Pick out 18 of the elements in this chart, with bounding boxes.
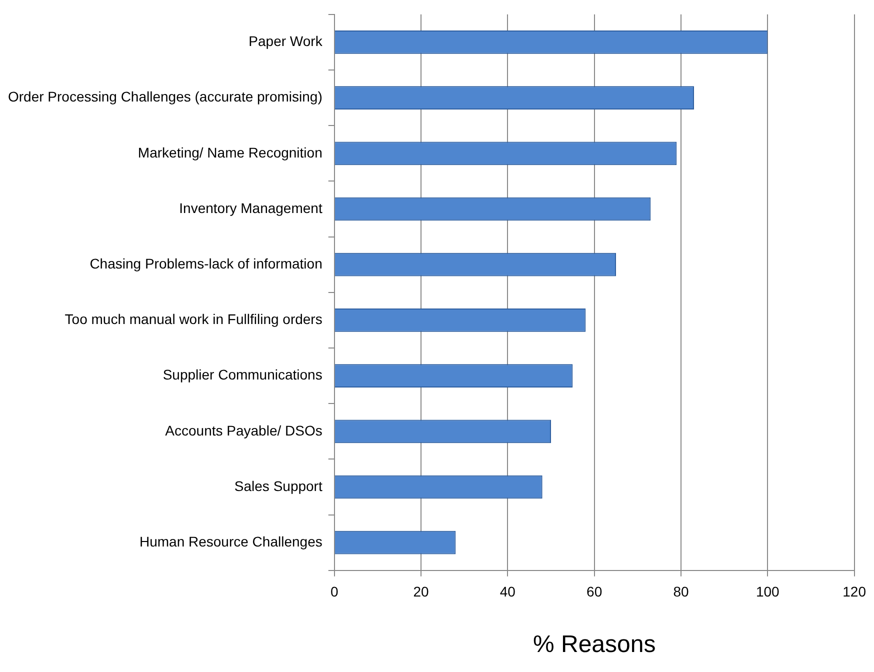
x-tick-label: 60 bbox=[586, 584, 602, 600]
y-tick-label: Paper Work bbox=[248, 33, 324, 50]
y-tick-label: Chasing Problems-lack of information bbox=[90, 255, 322, 272]
y-tick-label: Inventory Management bbox=[179, 200, 322, 216]
x-tick-label: 120 bbox=[842, 584, 866, 600]
y-tick-label: Too much manual work in Fullfiling orders bbox=[64, 311, 322, 328]
y-tick-label: Order Processing Challenges (accurate promising) bbox=[8, 88, 322, 105]
x-tick-label: 20 bbox=[413, 584, 430, 600]
y-tick-label: Accounts Payable/ DSOs bbox=[165, 422, 322, 438]
x-tick-label: 80 bbox=[673, 584, 689, 600]
x-tick-label: 0 bbox=[330, 584, 338, 600]
x-tick-label: 100 bbox=[756, 584, 780, 600]
y-tick-label: Sales Support bbox=[234, 478, 322, 494]
y-tick-label: Supplier Communications bbox=[162, 366, 322, 383]
y-tick-label: Human Resource Challenges bbox=[139, 533, 322, 550]
x-tick-label: 40 bbox=[500, 584, 516, 600]
y-tick-label: Marketing/ Name Recognition bbox=[138, 144, 322, 160]
x-axis-title: % Reasons bbox=[532, 631, 656, 658]
